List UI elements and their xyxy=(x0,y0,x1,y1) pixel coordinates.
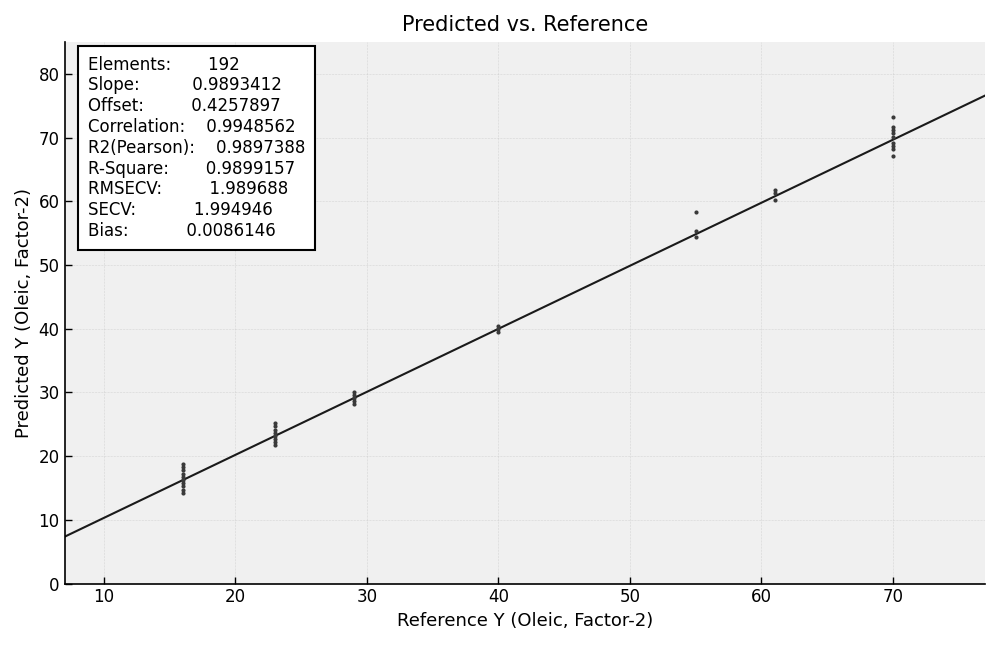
Point xyxy=(885,132,901,142)
Point xyxy=(885,122,901,132)
Point xyxy=(175,481,191,491)
Point xyxy=(767,185,783,195)
Point xyxy=(490,321,506,331)
Point xyxy=(688,226,704,236)
Point xyxy=(267,437,283,448)
Point xyxy=(175,465,191,475)
Text: Elements:       192
Slope:          0.9893412
Offset:         0.4257897
Correlat: Elements: 192 Slope: 0.9893412 Offset: 0… xyxy=(88,55,305,240)
Point xyxy=(175,484,191,495)
Point xyxy=(267,428,283,438)
Point xyxy=(267,418,283,428)
Point xyxy=(885,144,901,154)
Point xyxy=(346,393,362,403)
Point xyxy=(885,128,901,139)
Point xyxy=(267,424,283,435)
Point xyxy=(175,488,191,498)
Point xyxy=(175,459,191,470)
X-axis label: Reference Y (Oleic, Factor-2): Reference Y (Oleic, Factor-2) xyxy=(397,612,653,630)
Point xyxy=(346,399,362,410)
Point xyxy=(267,421,283,432)
Point xyxy=(767,194,783,204)
Point xyxy=(175,471,191,482)
Point xyxy=(175,478,191,488)
Point xyxy=(175,475,191,485)
Point xyxy=(267,441,283,451)
Point xyxy=(490,324,506,334)
Point xyxy=(885,125,901,135)
Point xyxy=(885,138,901,148)
Point xyxy=(346,386,362,397)
Point xyxy=(175,462,191,472)
Point xyxy=(885,150,901,161)
Point xyxy=(267,434,283,444)
Point xyxy=(885,141,901,151)
Point xyxy=(267,431,283,441)
Y-axis label: Predicted Y (Oleic, Factor-2): Predicted Y (Oleic, Factor-2) xyxy=(15,188,33,438)
Point xyxy=(346,390,362,400)
Point xyxy=(688,207,704,217)
Point xyxy=(346,396,362,406)
Point xyxy=(688,232,704,243)
Point xyxy=(767,188,783,199)
Title: Predicted vs. Reference: Predicted vs. Reference xyxy=(402,15,648,35)
Point xyxy=(885,112,901,123)
Point xyxy=(490,327,506,337)
Point xyxy=(175,468,191,479)
